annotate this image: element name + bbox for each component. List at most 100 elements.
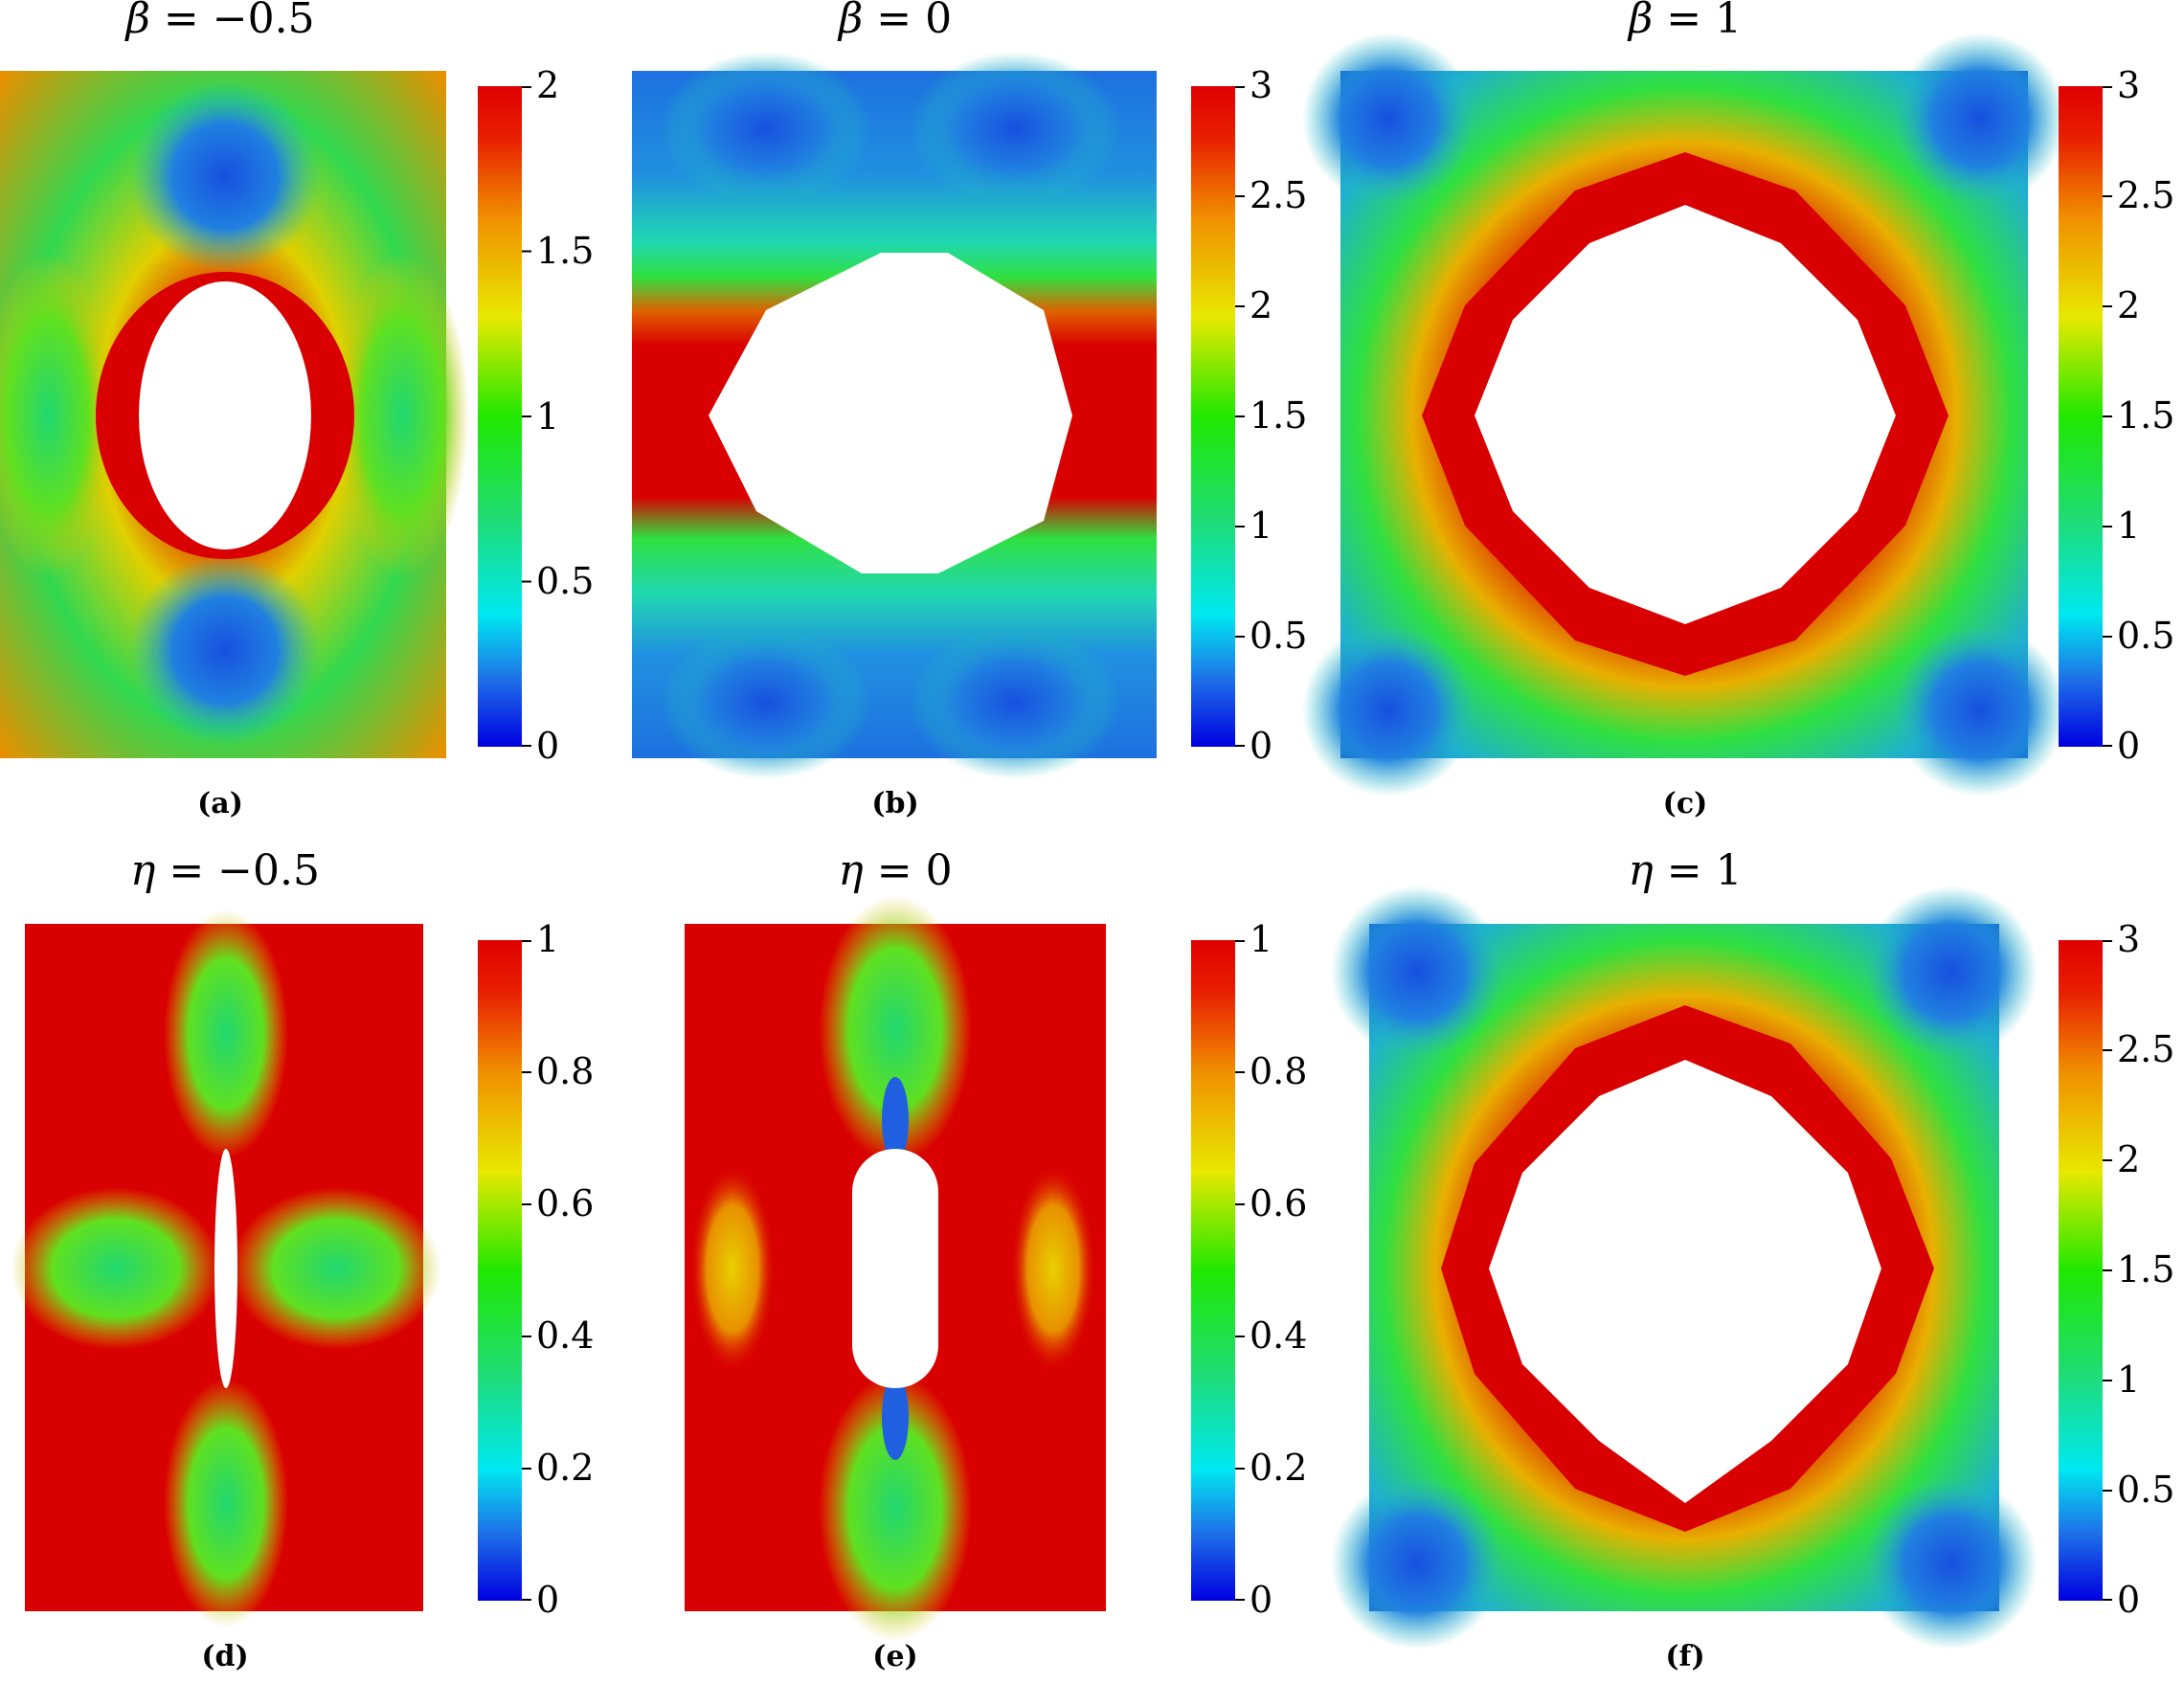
panel-b-bottom-left-blue	[661, 626, 871, 779]
panel-c-caption: (c)	[1662, 787, 1708, 820]
panel-a-field	[0, 71, 469, 758]
panel-a-tick-2: 1	[536, 395, 560, 438]
panel-f-corner-tr	[1865, 886, 2038, 1058]
panel-b-bottom-right-blue	[910, 626, 1120, 779]
panel-b-tick-1: 0.5	[1250, 615, 1308, 657]
panel-d-colorbar-bar	[478, 940, 522, 1601]
panel-d-colorbar	[478, 940, 531, 1601]
panel-f-caption: (f)	[1665, 1640, 1705, 1673]
panel-a-tick-0: 0	[536, 725, 560, 767]
panel-d-tick-3: 0.6	[536, 1182, 595, 1224]
panel-b-title-symbol: β	[838, 0, 864, 43]
panel-b-top-right-blue	[910, 52, 1120, 205]
panel-e-colorbar-bar	[1191, 940, 1235, 1601]
panel-b-top-left-blue	[661, 52, 871, 205]
panel-a-left-green-region	[0, 253, 115, 578]
panel-b-tick-2: 1	[1250, 505, 1273, 547]
panel-a-top-blue-region	[129, 80, 321, 272]
panel-e-right-yellow-region	[1010, 1163, 1096, 1374]
panel-f-title-value: = 1	[1653, 846, 1743, 895]
panel-f-colorbar-bar	[2059, 940, 2103, 1601]
panel-d-top-green-lobe	[164, 909, 288, 1158]
panel-c-corner-br	[1894, 624, 2066, 797]
panel-b-field	[632, 52, 1157, 779]
panel-d-tick-0: 0	[536, 1579, 560, 1621]
panel-c-title: β = 1	[1570, 0, 1800, 43]
panel-c-tick-0: 0	[2117, 725, 2141, 767]
panel-e-title-value: = 0	[863, 846, 953, 895]
panel-e-tick-2: 0.4	[1250, 1314, 1308, 1357]
panel-c-tick-3: 1.5	[2117, 394, 2175, 437]
panel-f-tick-5: 2.5	[2117, 1028, 2175, 1070]
panel-c-colorbar	[2059, 86, 2112, 747]
panel-f-corner-br	[1865, 1477, 2038, 1650]
panel-b-title-value: = 0	[863, 0, 953, 43]
panel-f-corner-bl	[1331, 1477, 1503, 1650]
panel-f-tick-6: 3	[2117, 918, 2141, 960]
panel-d-tick-2: 0.4	[536, 1314, 595, 1357]
panel-c-tick-1: 0.5	[2117, 615, 2175, 657]
panel-a-bottom-blue-region	[129, 554, 321, 746]
panel-c-tick-4: 2	[2117, 284, 2141, 326]
panel-a-hole	[139, 281, 311, 550]
panel-a-tick-1: 0.5	[536, 560, 595, 602]
panel-d-bottom-green-lobe	[164, 1379, 288, 1628]
panel-a-title-value: = −0.5	[149, 0, 315, 43]
panel-f-tick-2: 1	[2117, 1358, 2141, 1401]
panel-b-tick-5: 2.5	[1250, 174, 1308, 216]
panel-e-bottom-green-lobe	[819, 1374, 972, 1642]
panel-f-tick-4: 2	[2117, 1138, 2141, 1180]
panel-b-title: β = 0	[780, 0, 1010, 43]
panel-e-title: η = 0	[780, 846, 1010, 895]
panel-f-tick-1: 0.5	[2117, 1469, 2175, 1511]
panel-b-tick-3: 1.5	[1250, 394, 1308, 437]
panel-c-tick-5: 2.5	[2117, 174, 2175, 216]
panel-a-tick-3: 1.5	[536, 230, 595, 272]
panel-a-tick-4: 2	[536, 64, 560, 106]
panel-e-tick-1: 0.2	[1250, 1447, 1308, 1489]
panel-c-field	[1302, 33, 2066, 797]
panel-e-caption: (e)	[872, 1640, 918, 1673]
panel-c-corner-bl	[1302, 624, 1475, 797]
panel-d-tick-4: 0.8	[536, 1050, 595, 1092]
panel-e-field	[685, 895, 1106, 1642]
panel-c-colorbar-bar	[2059, 86, 2103, 747]
panel-a-title-symbol: β	[125, 0, 150, 43]
panel-d-tick-5: 1	[536, 918, 560, 960]
panel-d-hole	[214, 1149, 237, 1388]
panel-f-colorbar	[2059, 940, 2112, 1601]
panel-a-caption: (a)	[197, 787, 243, 820]
panel-c-tick-2: 1	[2117, 505, 2141, 547]
panel-f-tick-3: 1.5	[2117, 1248, 2175, 1291]
panel-b-tick-0: 0	[1250, 725, 1273, 767]
panel-f-title: η = 1	[1570, 846, 1800, 895]
panel-d-tick-1: 0.2	[536, 1447, 595, 1489]
panel-c-corner-tl	[1302, 33, 1475, 205]
panel-d-field	[11, 909, 441, 1628]
panel-e-tick-4: 0.8	[1250, 1050, 1308, 1092]
panel-e-top-blue-streak	[882, 1077, 909, 1163]
panel-d-title-value: = −0.5	[155, 846, 321, 895]
panel-e-title-symbol: η	[838, 846, 864, 895]
panel-b-hole	[709, 253, 1072, 573]
panel-e-tick-3: 0.6	[1250, 1182, 1308, 1224]
panel-f-hole	[1489, 1060, 1881, 1503]
panel-e-tick-5: 1	[1250, 918, 1273, 960]
panel-b-colorbar	[1191, 86, 1245, 747]
panel-c-title-value: = 1	[1653, 0, 1743, 43]
panel-f-corner-tl	[1331, 886, 1503, 1058]
panel-d-title-symbol: η	[129, 846, 156, 895]
panel-b-colorbar-bar	[1191, 86, 1235, 747]
panel-b-tick-6: 3	[1250, 64, 1273, 106]
panel-e-top-green-lobe	[819, 895, 972, 1163]
panel-e-bottom-blue-streak	[882, 1374, 909, 1460]
panel-e-hole	[852, 1149, 938, 1388]
panel-c-title-symbol: β	[1628, 0, 1654, 43]
panel-e-tick-0: 0	[1250, 1579, 1273, 1621]
panel-d-right-green-region	[231, 1187, 441, 1350]
panel-a-colorbar-bar	[478, 86, 522, 747]
panel-c-corner-tr	[1894, 33, 2066, 205]
panel-a-colorbar	[478, 86, 531, 747]
panel-c-hole	[1475, 205, 1896, 624]
panel-b-caption: (b)	[871, 787, 919, 820]
